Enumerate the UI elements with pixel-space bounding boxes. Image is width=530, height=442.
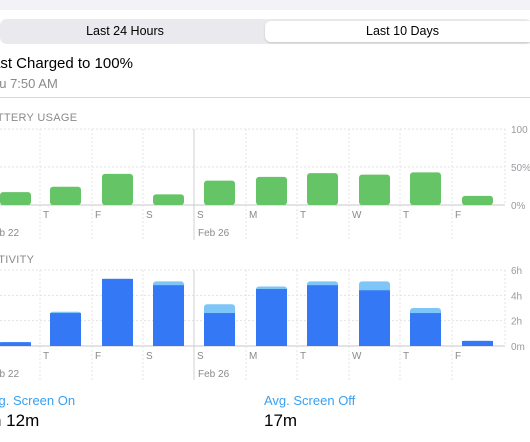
last-charged-time: nu 7:50 AM: [0, 76, 58, 91]
day-label: M: [249, 351, 257, 362]
day-label: F: [95, 210, 101, 221]
day-label: T: [403, 210, 409, 221]
day-label: T: [300, 210, 306, 221]
day-label: F: [95, 351, 101, 362]
bar: [102, 278, 133, 346]
date-label: Feb 26: [198, 369, 230, 380]
day-label: F: [455, 351, 461, 362]
bar: [256, 176, 287, 205]
bar: [50, 313, 81, 346]
bar: [359, 174, 390, 205]
y-tick-label: 50%: [511, 163, 530, 174]
y-tick-label: 0%: [511, 201, 526, 212]
date-label: Feb 26: [198, 228, 230, 239]
bar: [204, 180, 235, 205]
bar: [153, 285, 184, 346]
activity-section-label: CTIVITY: [0, 254, 35, 266]
segment-last-10-days[interactable]: Last 10 Days: [265, 21, 530, 42]
day-label: S: [146, 210, 153, 221]
day-label: S: [197, 210, 204, 221]
avg-screen-off-label: Avg. Screen Off: [264, 393, 356, 408]
day-label: S: [146, 351, 153, 362]
y-tick-label: 6h: [511, 266, 522, 277]
day-label: M: [249, 210, 257, 221]
date-label: eb 22: [0, 369, 19, 380]
y-tick-label: 2h: [511, 317, 522, 328]
day-label: T: [403, 351, 409, 362]
y-tick-label: 0m: [511, 342, 525, 353]
bar: [410, 172, 441, 205]
day-label: S: [197, 351, 204, 362]
last-charged-title: ast Charged to 100%: [0, 55, 133, 72]
bar: [0, 342, 31, 346]
bar: [410, 313, 441, 346]
bar: [153, 194, 184, 205]
time-range-segmented-control: Last 24 Hours Last 10 Days: [0, 19, 530, 44]
bar: [50, 186, 81, 205]
bar: [0, 192, 31, 205]
avg-screen-on-value: h 12m: [0, 411, 40, 430]
y-tick-label: 100: [511, 125, 528, 136]
y-tick-label: 4h: [511, 291, 522, 302]
day-label: T: [43, 210, 49, 221]
divider: [0, 97, 530, 98]
bar: [204, 313, 235, 346]
battery-usage-section-label: ATTERY USAGE: [0, 112, 78, 124]
day-label: W: [352, 210, 362, 221]
segment-last-24-hours[interactable]: Last 24 Hours: [86, 24, 164, 38]
bar: [256, 289, 287, 346]
avg-screen-off-value: 17m: [264, 411, 298, 430]
day-label: T: [300, 351, 306, 362]
bar: [462, 340, 493, 346]
bar: [307, 173, 338, 205]
top-strip: [0, 0, 530, 10]
bar: [359, 290, 390, 346]
bar: [307, 285, 338, 346]
day-label: W: [352, 351, 362, 362]
bar: [462, 195, 493, 205]
day-label: T: [43, 351, 49, 362]
day-label: F: [455, 210, 461, 221]
avg-screen-on-label: vg. Screen On: [0, 393, 76, 408]
date-label: eb 22: [0, 228, 19, 239]
bar: [102, 173, 133, 205]
